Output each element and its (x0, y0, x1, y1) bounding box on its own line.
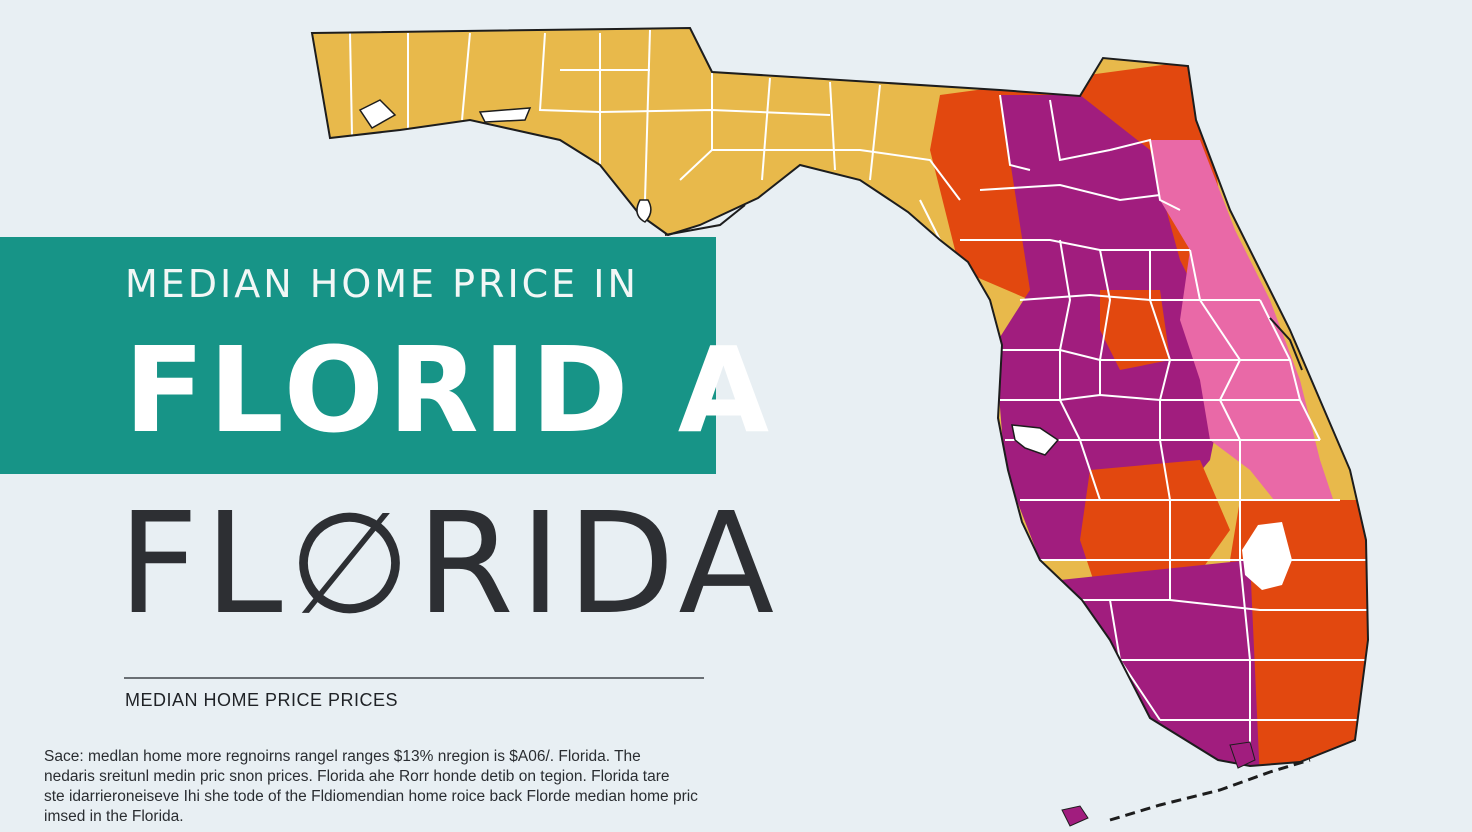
source-line: nedaris sreitunl medin pric snon prices.… (44, 768, 670, 785)
banner-title: FLORID A (124, 321, 774, 459)
region-east-coast (1150, 140, 1340, 520)
apalachicola-islands (664, 204, 746, 236)
east-barrier-islands (1269, 317, 1303, 371)
banner-kicker: MEDIAN HOME PRICE IN (125, 262, 639, 306)
lake-okeechobee (1242, 522, 1292, 590)
region-southwest (1060, 560, 1260, 766)
subtitle: MEDIAN HOME PRICE PRICES (125, 690, 399, 710)
source-line: imsed in the Florida. (44, 808, 184, 825)
source-note: Sace: medlan home more regnoirns rangel … (44, 747, 774, 827)
source-line: ste idarrieroneiseve Ihi she tode of the… (44, 788, 698, 805)
source-line: Sace: medlan home more regnoirns rangel … (44, 748, 641, 765)
cape-san-blas (636, 199, 652, 223)
divider (124, 677, 704, 679)
main-title: FL∅RIDA (118, 483, 781, 646)
bay-pensacola (358, 99, 397, 129)
florida-keys (1061, 741, 1311, 827)
region-southwest-pocket (1080, 460, 1230, 600)
title-banner (0, 237, 716, 474)
tampa-bay (1011, 424, 1060, 456)
bay-choctawhatchee (478, 107, 532, 123)
